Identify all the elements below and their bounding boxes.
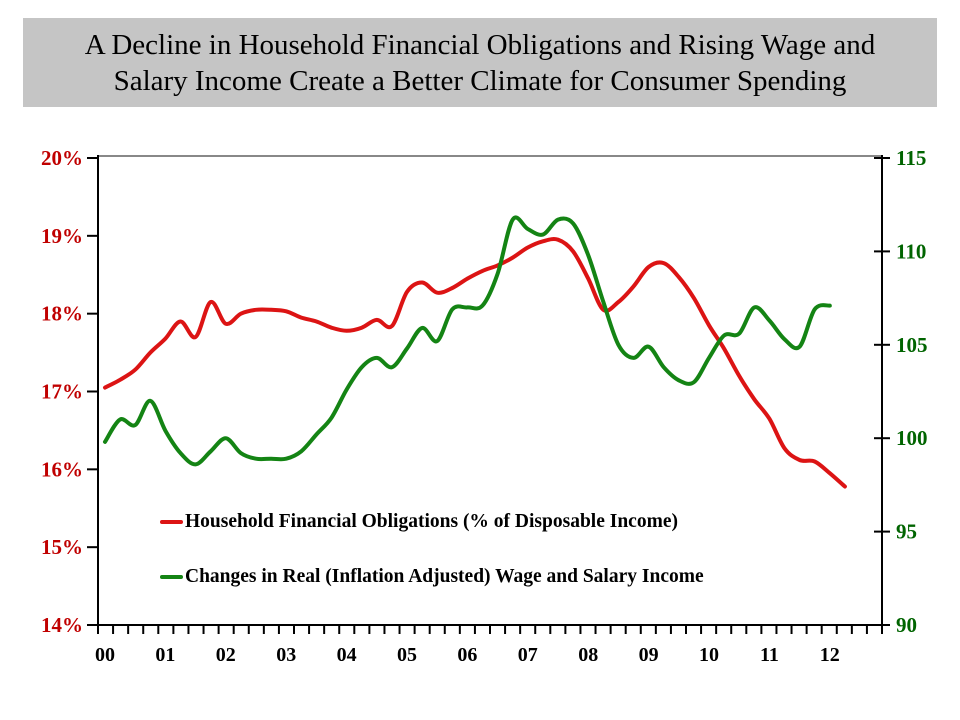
red-line-swatch-icon [160,520,183,524]
wage-salary-income-line [103,215,832,467]
legend-item-wage-salary-income: Changes in Real (Inflation Adjusted) Wag… [160,565,704,589]
right-axis-tick-label: 110 [896,239,926,263]
legend-item-household-financial-obligations: Household Financial Obligations (% of Di… [160,510,704,534]
chart-title-line-1: A Decline in Household Financial Obligat… [84,28,876,61]
x-axis-year-label: 01 [155,644,175,666]
left-axis-tick-label: 17% [41,380,83,404]
right-axis-tick-label: 90 [896,613,917,637]
left-axis-tick-label: 14% [41,613,83,637]
x-axis-year-label: 00 [95,644,115,666]
right-axis-tick-label: 100 [896,426,928,450]
right-axis-tick-label: 115 [896,146,926,170]
household-obligations-line [103,237,847,489]
left-axis-tick-label: 16% [41,457,83,481]
x-axis-year-label: 07 [518,644,538,666]
x-axis-year-label: 11 [760,644,779,666]
x-axis-year-label: 10 [699,644,719,666]
x-axis-year-label: 06 [457,644,477,666]
x-axis-year-label: 08 [578,644,598,666]
x-axis-year-label: 05 [397,644,417,666]
green-line-swatch-icon [160,575,183,579]
left-axis-tick-label: 19% [41,224,83,248]
chart-title-banner: A Decline in Household Financial Obligat… [23,18,937,107]
x-axis-year-label: 04 [337,644,357,666]
legend-label: Changes in Real (Inflation Adjusted) Wag… [185,566,704,587]
x-axis-year-label: 09 [639,644,659,666]
chart-title-line-2: Salary Income Create a Better Climate fo… [113,64,847,97]
right-axis-tick-label: 95 [896,520,917,544]
x-axis-year-label: 12 [820,644,840,666]
left-axis-tick-label: 20% [41,146,83,170]
legend-label: Household Financial Obligations (% of Di… [185,511,678,532]
x-axis-year-label: 03 [276,644,296,666]
right-axis-tick-label: 105 [896,333,928,357]
x-axis-year-label: 02 [216,644,236,666]
chart-legend: Household Financial Obligations (% of Di… [160,510,704,620]
left-axis-tick-label: 15% [41,535,83,559]
left-axis-tick-label: 18% [41,302,83,326]
